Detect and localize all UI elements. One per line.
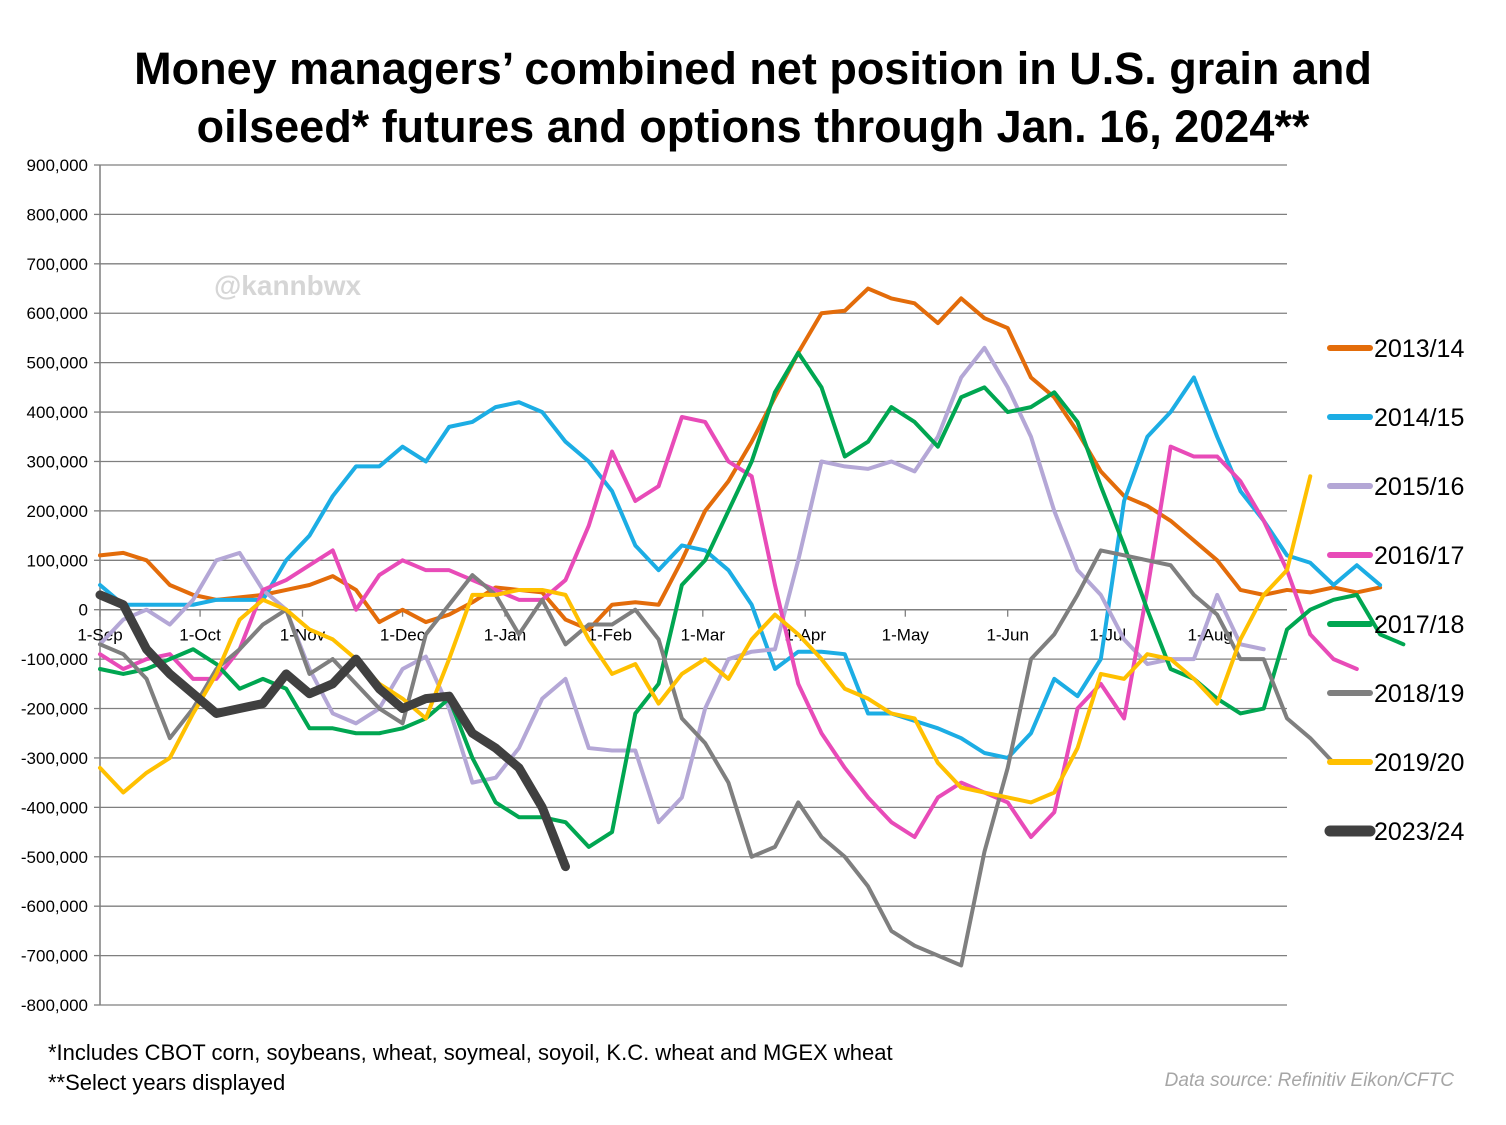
y-tick-label: -800,000	[21, 996, 88, 1015]
x-tick-label: 1-Jul	[1089, 626, 1126, 645]
chart-title-line-1: Money managers’ combined net position in…	[134, 43, 1372, 94]
y-tick-label: -100,000	[21, 650, 88, 669]
legend-label-2015-16: 2015/16	[1374, 473, 1464, 501]
y-tick-label: 800,000	[27, 205, 88, 224]
footnote-1: *Includes CBOT corn, soybeans, wheat, so…	[48, 1040, 893, 1065]
series-line-2017-18	[98, 350, 1406, 849]
series-lines	[95, 286, 1406, 968]
x-tick-label: 1-Oct	[179, 626, 221, 645]
y-tick-label: 0	[79, 601, 88, 620]
x-tick-label: 1-Dec	[380, 626, 426, 645]
legend-label-2016-17: 2016/17	[1374, 542, 1464, 570]
y-tick-label: -400,000	[21, 798, 88, 817]
footnote-2: **Select years displayed	[48, 1070, 286, 1095]
y-axis: 900,000 800,000 700,000 600,000 500,000 400,0…	[21, 156, 88, 1015]
y-tick-label: 200,000	[27, 502, 88, 521]
x-tick-label: 1-May	[882, 626, 930, 645]
y-tick-label: 900,000	[27, 156, 88, 175]
watermark: @kannbwx	[214, 270, 362, 301]
legend-label-2019-20: 2019/20	[1374, 749, 1464, 777]
y-tick-label: -300,000	[21, 749, 88, 768]
legend-label-2013-14: 2013/14	[1374, 335, 1464, 363]
y-tick-label: -200,000	[21, 700, 88, 719]
y-tick-label: 600,000	[27, 304, 88, 323]
chart-title-line-2: oilseed* futures and options through Jan…	[196, 101, 1310, 152]
y-tick-label: 400,000	[27, 403, 88, 422]
y-tick-label: -500,000	[21, 848, 88, 867]
x-tick-label: 1-Mar	[681, 626, 726, 645]
y-tick-label: -700,000	[21, 947, 88, 966]
x-tick-label: 1-Feb	[588, 626, 632, 645]
y-tick-label: 500,000	[27, 354, 88, 373]
x-tick-label: 1-Jun	[986, 626, 1029, 645]
y-tick-label: 700,000	[27, 255, 88, 274]
series-line-2016-17	[98, 415, 1359, 839]
series-line-2023-24	[95, 590, 570, 872]
legend: 2013/14 2014/15 2015/16 2016/17 2017/18 2018/…	[1324, 335, 1464, 846]
chart-title: Money managers’ combined net position in…	[0, 40, 1506, 156]
legend-label-2023-24: 2023/24	[1374, 818, 1464, 846]
y-tick-label: 100,000	[27, 551, 88, 570]
legend-label-2017-18: 2017/18	[1374, 611, 1464, 639]
series-line-2018-19	[98, 548, 1336, 968]
series-line-2019-20	[98, 474, 1313, 805]
y-tick-label: -600,000	[21, 897, 88, 916]
source-note: Data source: Refinitiv Eikon/CFTC	[1164, 1070, 1454, 1091]
y-tick-label: 300,000	[27, 452, 88, 471]
legend-label-2018-19: 2018/19	[1374, 680, 1464, 708]
legend-label-2014-15: 2014/15	[1374, 404, 1464, 432]
series-line-2014-15	[98, 375, 1383, 760]
series-line-2013-14	[98, 286, 1383, 632]
